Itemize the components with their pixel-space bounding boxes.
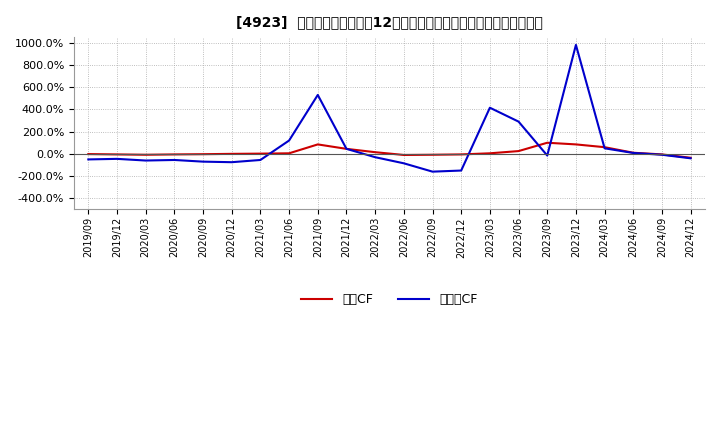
フリーCF: [141, 158, 150, 163]
フリーCF: [543, 153, 552, 158]
営業CF: [112, 152, 121, 157]
営業CF: [170, 152, 179, 157]
営業CF: [84, 151, 93, 157]
営業CF: [228, 151, 236, 157]
フリーCF: [112, 156, 121, 161]
営業CF: [629, 150, 638, 155]
フリーCF: [285, 138, 294, 143]
営業CF: [600, 145, 609, 150]
フリーCF: [228, 160, 236, 165]
フリーCF: [170, 158, 179, 163]
フリーCF: [657, 152, 666, 158]
フリーCF: [342, 146, 351, 151]
営業CF: [485, 150, 494, 156]
フリーCF: [400, 161, 408, 166]
フリーCF: [199, 159, 207, 164]
営業CF: [514, 148, 523, 154]
営業CF: [428, 152, 437, 158]
営業CF: [371, 150, 379, 155]
フリーCF: [572, 42, 580, 48]
営業CF: [342, 146, 351, 151]
営業CF: [141, 152, 150, 158]
Line: フリーCF: フリーCF: [89, 45, 690, 172]
営業CF: [572, 142, 580, 147]
フリーCF: [629, 150, 638, 156]
Line: 営業CF: 営業CF: [89, 143, 690, 158]
営業CF: [543, 140, 552, 145]
フリーCF: [457, 168, 466, 173]
Legend: 営業CF, フリーCF: 営業CF, フリーCF: [296, 288, 483, 311]
フリーCF: [256, 158, 265, 163]
フリーCF: [428, 169, 437, 174]
営業CF: [285, 150, 294, 156]
営業CF: [313, 142, 322, 147]
フリーCF: [485, 105, 494, 110]
フリーCF: [600, 146, 609, 151]
フリーCF: [313, 92, 322, 98]
営業CF: [400, 152, 408, 158]
営業CF: [686, 155, 695, 161]
フリーCF: [514, 119, 523, 124]
営業CF: [457, 152, 466, 157]
営業CF: [199, 151, 207, 157]
営業CF: [657, 152, 666, 157]
Title: [4923]  キャッシュフローの12か月移動合計の対前年同期増減率の推移: [4923] キャッシュフローの12か月移動合計の対前年同期増減率の推移: [236, 15, 543, 29]
フリーCF: [84, 157, 93, 162]
フリーCF: [371, 154, 379, 160]
営業CF: [256, 151, 265, 156]
フリーCF: [686, 156, 695, 161]
